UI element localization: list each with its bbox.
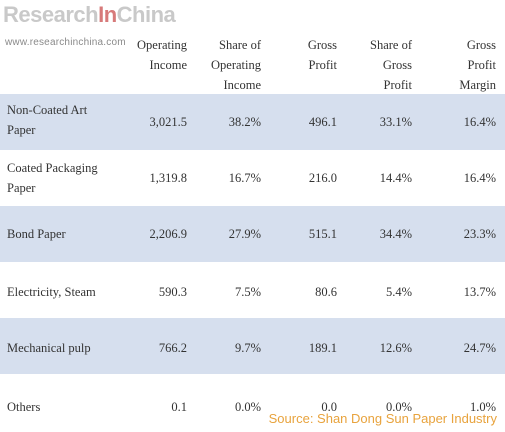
row-label: Coated Packaging Paper	[7, 161, 98, 195]
operating-income-cell: 1,319.8	[149, 171, 188, 185]
row-label: Non-Coated Art Paper	[7, 103, 88, 137]
gross-profit-margin-cell: 16.4%	[463, 115, 496, 129]
share-operating-income-cell: 7.5%	[234, 285, 261, 299]
share-operating-income-cell: 9.7%	[234, 341, 261, 355]
gross-profit-margin-cell: 16.4%	[463, 171, 496, 185]
share-gross-profit-cell: 14.4%	[379, 171, 412, 185]
header-gross-profit: Gross Profit	[307, 38, 337, 72]
operating-income-cell: 3,021.5	[149, 115, 188, 129]
source-note: Source: Shan Dong Sun Paper Industry	[268, 411, 497, 426]
share-gross-profit-cell: 33.1%	[379, 115, 412, 129]
gross-profit-margin-cell: 13.7%	[463, 285, 496, 299]
header-share-gross-profit: Share of Gross Profit	[370, 38, 412, 92]
share-gross-profit-cell: 5.4%	[385, 285, 412, 299]
table-row: Coated Packaging Paper 1,319.8 16.7% 216…	[0, 150, 505, 206]
gross-profit-cell: 189.1	[308, 341, 337, 355]
table-row: Mechanical pulp 766.2 9.7% 189.1 12.6% 2…	[0, 318, 505, 374]
gross-profit-margin-cell: 24.7%	[463, 341, 496, 355]
share-operating-income-cell: 27.9%	[228, 227, 261, 241]
share-gross-profit-cell: 34.4%	[379, 227, 412, 241]
gross-profit-cell: 496.1	[308, 115, 337, 129]
website-url: www.researchinchina.com	[5, 37, 126, 48]
operating-income-cell: 2,206.9	[149, 227, 188, 241]
table-row: Bond Paper 2,206.9 27.9% 515.1 34.4% 23.…	[0, 206, 505, 262]
operating-income-cell: 766.2	[158, 341, 187, 355]
gross-profit-margin-cell: 1.0%	[469, 400, 496, 414]
gross-profit-cell: 216.0	[308, 171, 337, 185]
gross-profit-cell: 515.1	[308, 227, 337, 241]
row-label: Electricity, Steam	[7, 285, 96, 299]
header-share-operating-income: Share of Operating Income	[211, 38, 261, 92]
researchinchina-logo: ResearchInChina	[3, 2, 176, 27]
gross-profit-cell: 80.6	[315, 285, 337, 299]
table-row: Non-Coated Art Paper 3,021.5 38.2% 496.1…	[0, 94, 505, 150]
share-operating-income-cell: 38.2%	[228, 115, 261, 129]
operating-income-cell: 0.1	[171, 400, 187, 414]
share-operating-income-cell: 16.7%	[228, 171, 261, 185]
share-operating-income-cell: 0.0%	[234, 400, 261, 414]
table-row: Others 0.1 0.0% 0.0 0.0% 1.0%	[0, 374, 505, 432]
row-label: Mechanical pulp	[7, 341, 91, 355]
row-label: Bond Paper	[7, 227, 66, 241]
gross-profit-cell: 0.0	[321, 400, 337, 414]
operating-income-cell: 590.3	[158, 285, 187, 299]
share-gross-profit-cell: 12.6%	[379, 341, 412, 355]
row-label: Others	[7, 400, 41, 414]
table-row: Electricity, Steam 590.3 7.5% 80.6 5.4% …	[0, 262, 505, 318]
header-operating-income: Operating Income	[137, 38, 187, 72]
share-gross-profit-cell: 0.0%	[385, 400, 412, 414]
header-gross-profit-margin: Gross Profit Margin	[459, 38, 496, 92]
gross-profit-margin-cell: 23.3%	[463, 227, 496, 241]
